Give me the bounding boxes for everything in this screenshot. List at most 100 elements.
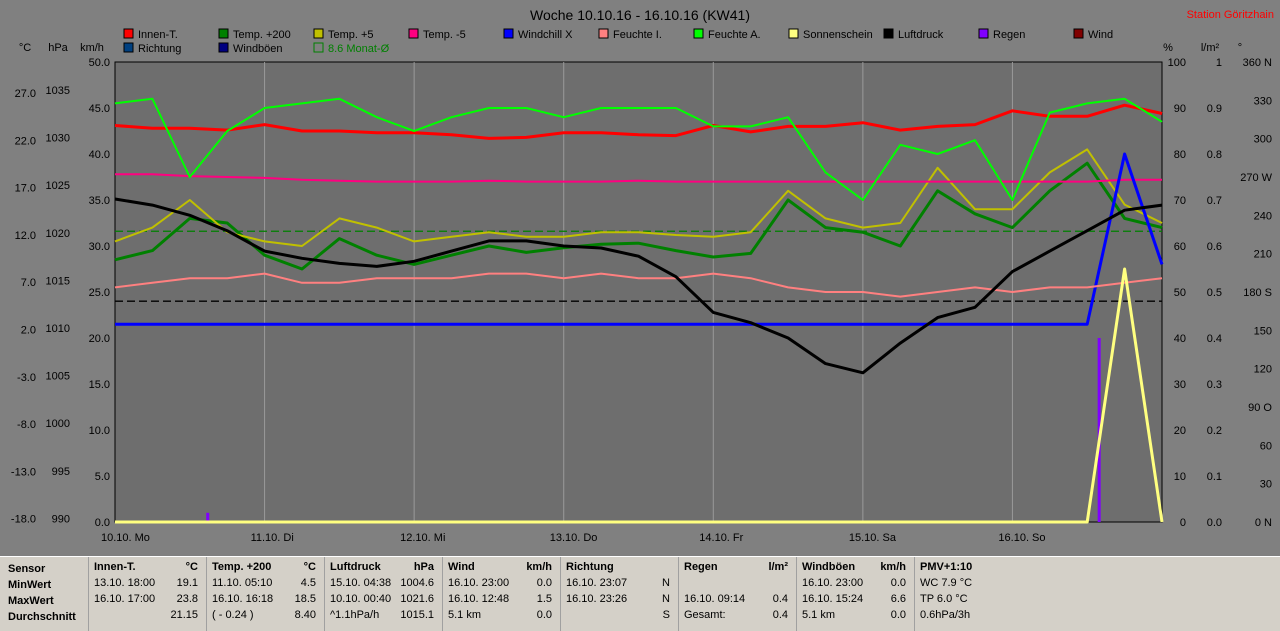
- pct-tick-label: 100: [1168, 57, 1186, 69]
- deg-tick-label: 330: [1254, 95, 1272, 107]
- deg-tick-label: 360 N: [1243, 57, 1272, 69]
- temp-tick-label: -8.0: [17, 419, 36, 431]
- pct-tick-label: 0: [1180, 517, 1186, 529]
- legend-swatch: [503, 28, 514, 39]
- rain-tick-label: 0.2: [1207, 425, 1222, 437]
- stats-min-label: MinWert: [8, 579, 52, 591]
- stats-value-regen: 0.4: [772, 593, 788, 605]
- stats-value-temp: °C: [303, 561, 316, 573]
- legend-swatch: [218, 42, 229, 53]
- stats-value-druck: hPa: [413, 561, 434, 573]
- day-label: 13.10. Do: [550, 532, 598, 544]
- stats-value-innen: °C: [185, 561, 198, 573]
- legend-swatch: [313, 28, 324, 39]
- hpa-tick-label: 1010: [46, 323, 70, 335]
- stats-separator: [88, 557, 89, 631]
- stats-cell-druck: ^1.1hPa/h: [330, 609, 380, 621]
- stats-cell-innen: 16.10. 17:00: [94, 593, 156, 605]
- legend-label: Temp. +200: [233, 29, 291, 41]
- legend-swatch: [123, 28, 134, 39]
- legend-swatch: [788, 28, 799, 39]
- rain-tick-label: 0.8: [1207, 149, 1222, 161]
- stats-cell-innen: 13.10. 18:00: [94, 577, 156, 589]
- stats-value-wind: 1.5: [536, 593, 552, 605]
- stats-value-innen: 21.15: [170, 609, 198, 621]
- day-label: 12.10. Mi: [400, 532, 445, 544]
- legend-swatch: [1073, 28, 1084, 39]
- stats-value-wind: km/h: [526, 561, 552, 573]
- series-line: [114, 97, 1163, 201]
- rain-tick-label: 0.1: [1207, 471, 1222, 483]
- stats-value-regen: l/m²: [768, 561, 788, 573]
- stats-separator: [442, 557, 443, 631]
- rain-tick-label: 1: [1216, 57, 1222, 69]
- pct-tick-label: 40: [1174, 333, 1186, 345]
- stats-cell-boeen: 5.1 km: [802, 609, 836, 621]
- series-line: [115, 267, 1164, 524]
- kmh-tick-label: 10.0: [89, 425, 110, 437]
- deg-tick-label: 270 W: [1240, 172, 1272, 184]
- left-axis-unit: hPa: [48, 42, 68, 54]
- left-axis-unit: km/h: [80, 42, 104, 54]
- deg-tick-label: 60: [1260, 440, 1272, 452]
- stats-cell-innen: Innen-T.: [94, 561, 136, 573]
- legend-label: 8.6 Monat-Ø: [328, 43, 390, 55]
- pct-tick-label: 10: [1174, 471, 1186, 483]
- legend-swatch: [313, 42, 324, 53]
- stats-cell-boeen: 16.10. 15:24: [802, 593, 864, 605]
- deg-tick-label: 240: [1254, 210, 1272, 222]
- stats-value-temp: 18.5: [294, 593, 316, 605]
- stats-cell-pmv: WC 7.9 °C: [920, 577, 973, 589]
- legend-label: Innen-T.: [138, 29, 178, 41]
- plot-area: [114, 61, 1163, 523]
- legend-label: Richtung: [138, 43, 181, 55]
- stats-cell-wind: 16.10. 23:00: [448, 577, 510, 589]
- series-line: [114, 197, 1163, 375]
- legend-label: Feuchte I.: [613, 29, 662, 41]
- series-line: [114, 161, 1163, 271]
- deg-tick-label: 0 N: [1255, 517, 1272, 529]
- temp-tick-label: -18.0: [11, 514, 36, 526]
- stats-sensor-header: Sensor: [8, 563, 46, 575]
- deg-tick-label: 150: [1254, 325, 1272, 337]
- stats-cell-temp: ( - 0.24 ): [212, 609, 254, 621]
- rain-tick-label: 0.0: [1207, 517, 1222, 529]
- rain-tick-label: 0.7: [1207, 195, 1222, 207]
- kmh-tick-label: 5.0: [95, 471, 110, 483]
- day-label: 15.10. Sa: [849, 532, 897, 544]
- temp-tick-label: 27.0: [15, 88, 36, 100]
- legend-label: Wind: [1088, 29, 1113, 41]
- deg-tick-label: 120: [1254, 364, 1272, 376]
- stats-value-druck: 1004.6: [400, 577, 434, 589]
- stats-cell-druck: Luftdruck: [330, 561, 381, 573]
- kmh-tick-label: 50.0: [89, 57, 110, 69]
- stats-cell-druck: 15.10. 04:38: [330, 577, 392, 589]
- stats-value-richtung: S: [662, 609, 670, 621]
- hpa-tick-label: 1025: [46, 180, 70, 192]
- pct-tick-label: 80: [1174, 149, 1186, 161]
- legend-swatch: [218, 28, 229, 39]
- kmh-tick-label: 20.0: [89, 333, 110, 345]
- temp-tick-label: 12.0: [15, 230, 36, 242]
- deg-tick-label: 180 S: [1243, 287, 1272, 299]
- series-line: [114, 148, 1163, 247]
- hpa-tick-label: 995: [52, 466, 70, 478]
- stats-value-temp: 4.5: [300, 577, 316, 589]
- legend-label: Sonnenschein: [803, 29, 873, 41]
- stats-cell-wind: 5.1 km: [448, 609, 482, 621]
- legend-label: Temp. -5: [423, 29, 466, 41]
- legend-swatch: [883, 28, 894, 39]
- pct-tick-label: 30: [1174, 379, 1186, 391]
- hpa-tick-label: 990: [52, 513, 70, 525]
- kmh-tick-label: 25.0: [89, 287, 110, 299]
- kmh-tick-label: 30.0: [89, 241, 110, 253]
- legend-swatch: [598, 28, 609, 39]
- stats-cell-regen: 16.10. 09:14: [684, 593, 746, 605]
- hpa-tick-label: 1030: [46, 133, 70, 145]
- statistics-table: Sensor MinWert MaxWert Durchschnitt Inne…: [0, 556, 1280, 631]
- hpa-tick-label: 1005: [46, 371, 70, 383]
- stats-cell-pmv: TP 6.0 °C: [920, 593, 968, 605]
- stats-value-wind: 0.0: [536, 609, 552, 621]
- rain-tick-label: 0.4: [1207, 333, 1222, 345]
- pct-tick-label: 20: [1174, 425, 1186, 437]
